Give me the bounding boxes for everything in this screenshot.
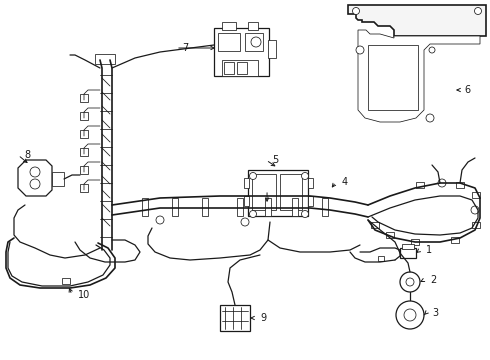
- Bar: [368, 45, 418, 110]
- Bar: [411, 239, 419, 245]
- Circle shape: [301, 172, 309, 180]
- Polygon shape: [348, 5, 486, 36]
- Bar: [322, 198, 328, 216]
- Bar: [308, 178, 313, 188]
- Circle shape: [474, 8, 482, 14]
- Bar: [472, 222, 480, 228]
- Circle shape: [356, 46, 364, 54]
- Bar: [80, 148, 88, 156]
- Bar: [268, 40, 276, 58]
- Bar: [248, 22, 258, 30]
- Bar: [248, 170, 308, 216]
- Text: 4: 4: [342, 177, 348, 187]
- Text: 10: 10: [78, 290, 90, 300]
- Circle shape: [30, 179, 40, 189]
- Bar: [80, 130, 88, 138]
- Bar: [62, 278, 70, 284]
- Circle shape: [241, 218, 249, 226]
- Bar: [244, 196, 249, 206]
- Bar: [371, 222, 379, 228]
- Polygon shape: [18, 160, 52, 196]
- Bar: [280, 174, 302, 210]
- Bar: [224, 62, 234, 74]
- Bar: [292, 198, 298, 216]
- Bar: [222, 60, 258, 76]
- Bar: [456, 182, 464, 188]
- Circle shape: [404, 309, 416, 321]
- Bar: [214, 28, 269, 76]
- Bar: [172, 198, 178, 216]
- Circle shape: [426, 114, 434, 122]
- Polygon shape: [358, 30, 480, 122]
- Circle shape: [438, 179, 446, 187]
- Bar: [95, 54, 115, 64]
- Bar: [265, 198, 271, 216]
- Circle shape: [249, 211, 256, 217]
- Circle shape: [251, 37, 261, 47]
- Bar: [202, 198, 208, 216]
- Circle shape: [301, 211, 309, 217]
- Text: 5: 5: [272, 155, 278, 165]
- Bar: [222, 22, 236, 30]
- Text: 8: 8: [24, 150, 30, 160]
- Text: 3: 3: [432, 308, 438, 318]
- Bar: [80, 184, 88, 192]
- Bar: [402, 244, 414, 249]
- Bar: [416, 182, 424, 188]
- Text: 6: 6: [464, 85, 470, 95]
- Text: 7: 7: [182, 43, 188, 53]
- Bar: [451, 237, 459, 243]
- Bar: [237, 198, 243, 216]
- Bar: [142, 198, 148, 216]
- Circle shape: [400, 272, 420, 292]
- Circle shape: [406, 278, 414, 286]
- Circle shape: [352, 8, 360, 14]
- Bar: [80, 94, 88, 102]
- Bar: [244, 178, 249, 188]
- Bar: [308, 196, 313, 206]
- Bar: [386, 232, 394, 238]
- Bar: [378, 256, 384, 261]
- Text: 9: 9: [260, 313, 266, 323]
- Circle shape: [249, 172, 256, 180]
- Bar: [237, 62, 247, 74]
- Bar: [245, 33, 263, 51]
- Circle shape: [30, 167, 40, 177]
- Circle shape: [429, 47, 435, 53]
- Text: 1: 1: [426, 245, 432, 255]
- Bar: [252, 174, 276, 210]
- Circle shape: [156, 216, 164, 224]
- Circle shape: [396, 301, 424, 329]
- Text: 2: 2: [430, 275, 436, 285]
- Bar: [400, 248, 416, 258]
- Bar: [472, 192, 480, 198]
- Bar: [80, 166, 88, 174]
- Bar: [80, 112, 88, 120]
- Circle shape: [471, 206, 479, 214]
- Bar: [218, 33, 240, 51]
- Bar: [220, 305, 250, 331]
- Bar: [52, 172, 64, 186]
